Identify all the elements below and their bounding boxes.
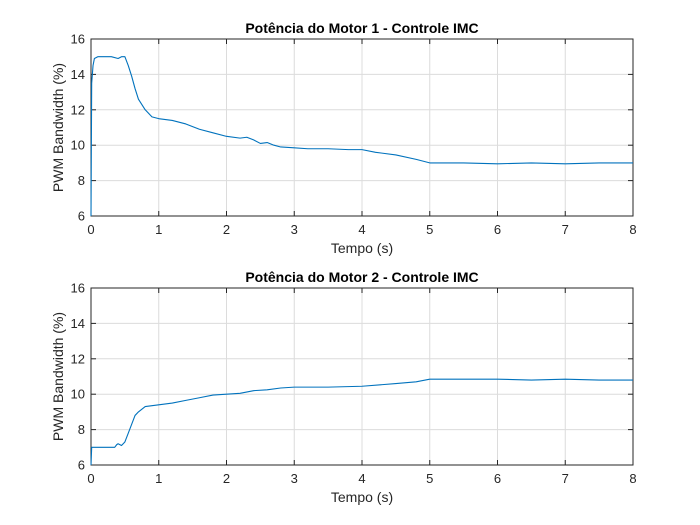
y-tick-label: 6: [78, 458, 85, 473]
x-tick-label: 4: [358, 222, 365, 237]
x-axis-label: Tempo (s): [331, 240, 393, 256]
x-tick-label: 7: [562, 471, 569, 486]
y-tick-label: 6: [78, 209, 85, 224]
x-tick-label: 0: [87, 222, 94, 237]
y-tick-label: 8: [78, 422, 85, 437]
x-tick-label: 0: [87, 471, 94, 486]
y-tick-label: 12: [71, 351, 85, 366]
y-tick-label: 14: [71, 316, 85, 331]
x-tick-label: 1: [155, 471, 162, 486]
x-tick-label: 5: [426, 222, 433, 237]
chart-title: Potência do Motor 2 - Controle IMC: [245, 269, 478, 285]
x-tick-label: 8: [629, 471, 636, 486]
x-tick-label: 4: [358, 471, 365, 486]
x-tick-label: 8: [629, 222, 636, 237]
y-tick-label: 16: [71, 32, 85, 47]
chart-title: Potência do Motor 1 - Controle IMC: [245, 20, 478, 36]
y-axis-label: PWM Bandwidth (%): [50, 312, 66, 441]
y-tick-label: 12: [71, 102, 85, 117]
x-tick-label: 1: [155, 222, 162, 237]
x-tick-label: 3: [291, 471, 298, 486]
x-tick-label: 7: [562, 222, 569, 237]
axes-box: [90, 287, 634, 466]
x-tick-label: 2: [223, 222, 230, 237]
y-tick-label: 16: [71, 281, 85, 296]
y-tick-label: 14: [71, 67, 85, 82]
y-tick-label: 10: [71, 387, 85, 402]
x-tick-label: 2: [223, 471, 230, 486]
series-line-1: [90, 56, 633, 217]
x-tick-label: 6: [494, 222, 501, 237]
x-tick-label: 3: [291, 222, 298, 237]
x-axis-label: Tempo (s): [331, 489, 393, 505]
x-tick-label: 5: [426, 471, 433, 486]
y-tick-label: 8: [78, 173, 85, 188]
series-line-1: [90, 378, 633, 466]
x-tick-label: 6: [494, 471, 501, 486]
y-axis-label: PWM Bandwidth (%): [50, 63, 66, 192]
y-tick-label: 10: [71, 138, 85, 153]
